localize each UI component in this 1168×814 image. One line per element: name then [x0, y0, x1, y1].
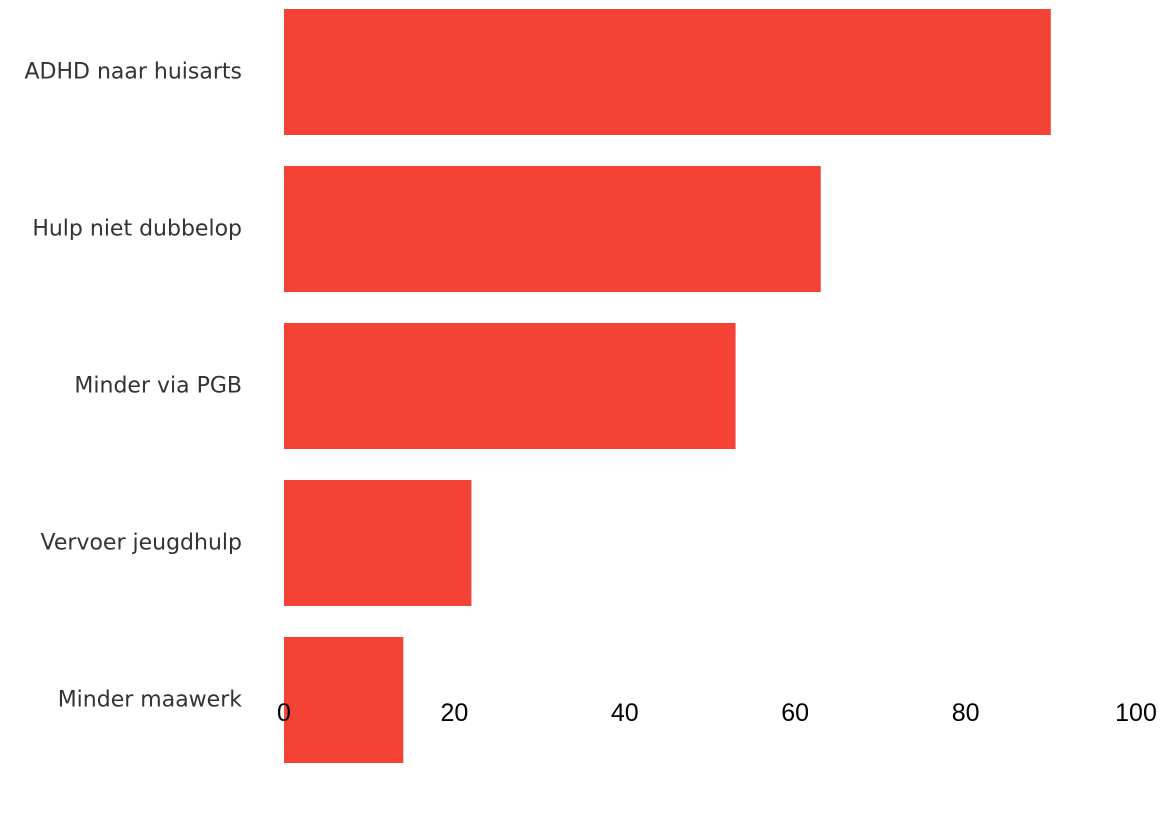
category-label: Minder via PGB	[74, 374, 242, 399]
x-tick-label: 20	[440, 699, 468, 727]
bar-4	[284, 637, 404, 763]
x-tick-label: 40	[611, 699, 639, 727]
bar-0	[284, 9, 1051, 135]
x-tick-label: 80	[952, 699, 980, 727]
category-label: Vervoer jeugdhulp	[41, 531, 242, 556]
bar-3	[284, 480, 472, 606]
x-tick-label: 0	[277, 699, 291, 727]
category-label: ADHD naar huisarts	[25, 60, 243, 85]
bar-1	[284, 166, 821, 292]
x-tick-label: 100	[1115, 699, 1157, 727]
category-labels-group: ADHD naar huisarts Hulp niet dubbelop Mind…	[25, 60, 243, 713]
category-label: Minder maawerk	[58, 688, 243, 713]
bar-2	[284, 323, 736, 449]
x-tick-label: 60	[781, 699, 809, 727]
x-axis-ticks: 0 20 40 60 80 100	[277, 699, 1157, 727]
category-label: Hulp niet dubbelop	[32, 217, 242, 242]
bars-group	[284, 9, 1051, 763]
